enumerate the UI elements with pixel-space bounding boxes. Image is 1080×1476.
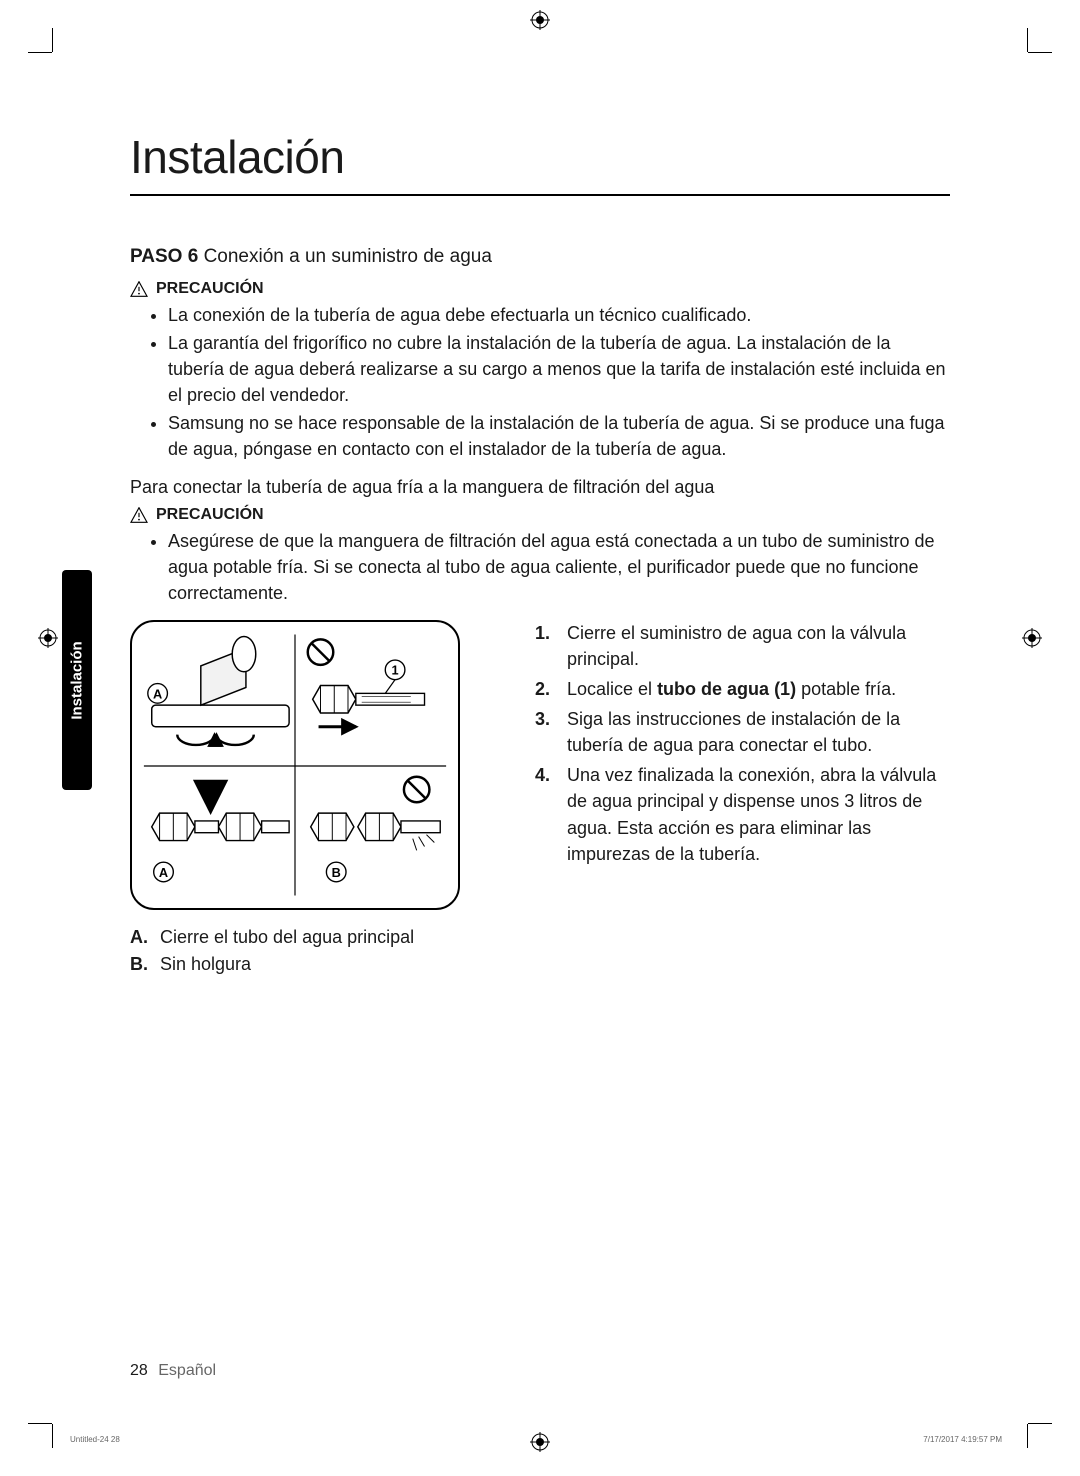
registration-mark-top bbox=[530, 10, 550, 30]
diagram-label-1: 1 bbox=[392, 663, 399, 678]
step-text: Una vez finalizada la conexión, abra la … bbox=[567, 762, 950, 866]
section-tab-label: Instalación bbox=[69, 641, 86, 719]
sub-heading: Para conectar la tubería de agua fría a … bbox=[130, 477, 950, 498]
step-prefix: PASO 6 bbox=[130, 246, 198, 267]
step-item: 2. Localice el tubo de agua (1) potable … bbox=[535, 676, 950, 702]
step-item: 3. Siga las instrucciones de instalación… bbox=[535, 706, 950, 758]
caution-label: PRECAUCIÓN bbox=[156, 506, 264, 524]
page-footer: 28 Español bbox=[130, 1362, 216, 1380]
legend-text: Sin holgura bbox=[160, 951, 251, 978]
page-language: Español bbox=[158, 1362, 216, 1379]
caution-list-2: Asegúrese de que la manguera de filtraci… bbox=[130, 528, 950, 606]
caution-block: PRECAUCIÓN bbox=[130, 280, 950, 298]
diagram-label-b: B bbox=[332, 865, 341, 880]
crop-mark bbox=[28, 52, 52, 53]
crop-mark bbox=[1028, 52, 1052, 53]
step-item: 4. Una vez finalizada la conexión, abra … bbox=[535, 762, 950, 866]
crop-mark bbox=[52, 28, 53, 52]
caution-label: PRECAUCIÓN bbox=[156, 280, 264, 298]
caution-list-item: La garantía del frigorífico no cubre la … bbox=[168, 330, 950, 408]
legend-item: A. Cierre el tubo del agua principal bbox=[130, 924, 485, 951]
step-number: 3. bbox=[535, 706, 557, 758]
crop-mark bbox=[1027, 28, 1028, 52]
legend-key: B. bbox=[130, 951, 152, 978]
step-number: 2. bbox=[535, 676, 557, 702]
legend-item: B. Sin holgura bbox=[130, 951, 485, 978]
print-slug-left: Untitled-24 28 bbox=[70, 1435, 120, 1444]
legend-text: Cierre el tubo del agua principal bbox=[160, 924, 414, 951]
diagram-label-a-bottom: A bbox=[159, 865, 168, 880]
step-number: 4. bbox=[535, 762, 557, 866]
page-title: Instalación bbox=[130, 130, 950, 184]
print-slug-right: 7/17/2017 4:19:57 PM bbox=[923, 1435, 1002, 1444]
title-rule bbox=[130, 194, 950, 196]
step-text: Siga las instrucciones de instalación de… bbox=[567, 706, 950, 758]
caution-list-item: La conexión de la tubería de agua debe e… bbox=[168, 302, 950, 328]
caution-list-item: Samsung no se hace responsable de la ins… bbox=[168, 410, 950, 462]
warning-icon bbox=[130, 507, 148, 523]
caution-block-2: PRECAUCIÓN bbox=[130, 506, 950, 524]
diagram-legend: A. Cierre el tubo del agua principal B. … bbox=[130, 924, 485, 978]
step-item: 1. Cierre el suministro de agua con la v… bbox=[535, 620, 950, 672]
two-column-layout: A bbox=[130, 620, 950, 978]
section-tab: Instalación bbox=[62, 570, 92, 790]
caution-list-item: Asegúrese de que la manguera de filtraci… bbox=[168, 528, 950, 606]
crop-mark bbox=[52, 1424, 53, 1448]
diagram-label-a-top: A bbox=[153, 686, 162, 701]
page-content: Instalación PASO 6 Conexión a un suminis… bbox=[130, 130, 950, 978]
step-title: Conexión a un suministro de agua bbox=[204, 246, 492, 267]
crop-mark bbox=[1028, 1423, 1052, 1424]
registration-mark-right bbox=[1022, 628, 1042, 648]
crop-mark bbox=[28, 1423, 52, 1424]
registration-mark-left bbox=[38, 628, 58, 648]
step-number: 1. bbox=[535, 620, 557, 672]
page-number: 28 bbox=[130, 1362, 148, 1379]
registration-mark-bottom bbox=[530, 1432, 550, 1452]
legend-key: A. bbox=[130, 924, 152, 951]
step-text: Localice el tubo de agua (1) potable frí… bbox=[567, 676, 896, 702]
installation-diagram: A bbox=[130, 620, 460, 910]
left-column: A bbox=[130, 620, 485, 978]
step-heading: PASO 6 Conexión a un suministro de agua bbox=[130, 246, 950, 268]
caution-list-1: La conexión de la tubería de agua debe e… bbox=[130, 302, 950, 463]
step-text: Cierre el suministro de agua con la válv… bbox=[567, 620, 950, 672]
step-list: 1. Cierre el suministro de agua con la v… bbox=[535, 620, 950, 867]
warning-icon bbox=[130, 281, 148, 297]
crop-mark bbox=[1027, 1424, 1028, 1448]
right-column: 1. Cierre el suministro de agua con la v… bbox=[535, 620, 950, 871]
